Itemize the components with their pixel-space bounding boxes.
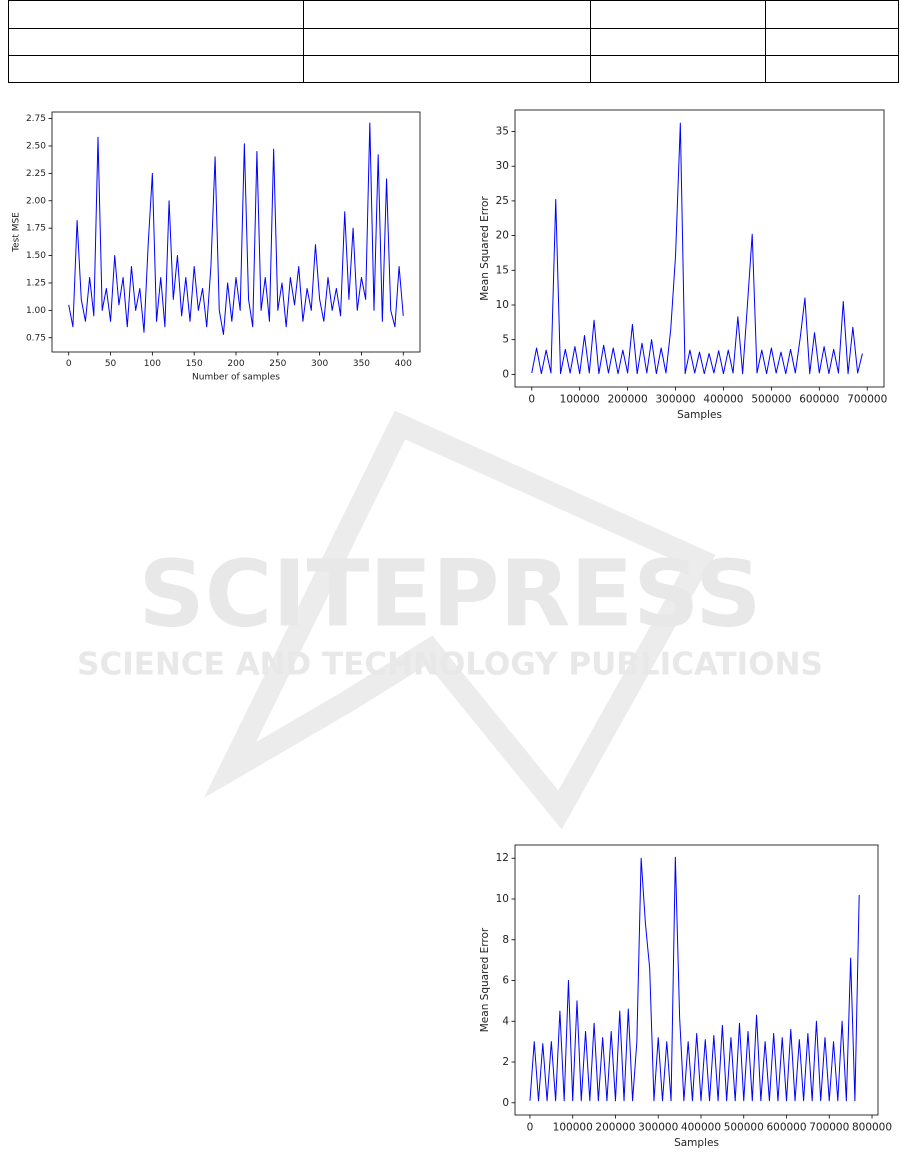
x-tick-label: 600000 [766,1121,806,1133]
x-tick-label: 700000 [809,1121,849,1133]
watermark-subtitle: SCIENCE AND TECHNOLOGY PUBLICATIONS [77,647,823,683]
y-tick-label: 12 [496,852,509,864]
x-axis-label: Number of samples [192,373,280,383]
plot-area [514,109,885,388]
y-tick-label: 2.75 [26,114,46,124]
y-tick-label: 4 [502,1015,509,1027]
y-tick-label: 20 [496,230,509,242]
data-line [529,856,860,1102]
watermark-title: SCITEPRESS [138,540,761,647]
y-tick-label: 6 [502,975,509,987]
y-tick-label: 1.75 [26,224,46,234]
watermark-logo [203,410,716,830]
x-tick-label: 0 [66,359,72,369]
y-axis-label: Mean Squared Error [479,927,491,1032]
x-tick-label: 400000 [703,393,743,405]
y-tick-label: 25 [496,195,509,207]
y-tick-label: 2.25 [26,169,46,179]
x-tick-label: 50 [105,359,117,369]
y-tick-label: 2.50 [26,141,46,151]
x-tick-label: 0 [527,1121,534,1133]
y-tick-label: 1.25 [26,278,46,288]
plot-area [51,111,421,353]
x-axis-label: Samples [677,409,722,421]
data-line [68,122,404,335]
x-tick-label: 200000 [608,393,648,405]
x-tick-label: 300000 [638,1121,678,1133]
plot-area [514,844,879,1116]
table-border [8,0,899,83]
y-tick-label: 0.75 [26,333,46,343]
x-tick-label: 300 [311,359,328,369]
x-tick-label: 500000 [724,1121,764,1133]
chart: 0 50 100 150 200 250 300 350 400 0.75 1.00 1.25 1.50… [12,111,421,383]
y-axis-label: Mean Squared Error [479,196,491,301]
y-tick-label: 35 [496,126,509,138]
y-axis-label: Test MSE [12,212,22,253]
y-tick-label: 10 [496,299,509,311]
x-tick-label: 150 [186,359,203,369]
x-tick-label: 500000 [751,393,791,405]
watermark: SCITEPRESS SCIENCE AND TECHNOLOGY PUBLIC… [77,410,823,830]
x-tick-label: 800000 [852,1121,892,1133]
x-tick-label: 100000 [560,393,600,405]
x-tick-label: 100000 [553,1121,593,1133]
x-tick-label: 600000 [799,393,839,405]
y-tick-label: 0 [502,368,509,380]
y-tick-label: 1.00 [26,306,46,316]
x-tick-label: 0 [528,393,535,405]
x-tick-label: 350 [353,359,370,369]
y-tick-label: 8 [502,934,509,946]
y-tick-label: 2 [502,1056,509,1068]
x-tick-label: 200000 [595,1121,635,1133]
chart: 0 100000 200000 300000 400000 500000 600000 700… [479,109,887,421]
y-tick-label: 0 [502,1097,509,1109]
x-tick-label: 200 [227,359,244,369]
x-axis-label: Samples [674,1137,719,1149]
y-tick-label: 10 [496,893,509,905]
y-tick-label: 30 [496,160,509,172]
x-tick-label: 700000 [847,393,887,405]
chart: 0 100000 200000 300000 400000 500000 600000 700… [479,844,892,1149]
data-line [531,122,863,375]
y-tick-label: 15 [496,264,509,276]
table [8,0,899,83]
x-tick-label: 300000 [655,393,695,405]
y-tick-label: 1.50 [26,251,46,261]
x-tick-label: 400000 [681,1121,721,1133]
y-tick-label: 2.00 [26,196,46,206]
x-tick-label: 400 [395,359,412,369]
x-tick-label: 100 [144,359,161,369]
x-tick-label: 250 [269,359,286,369]
y-tick-label: 5 [502,334,509,346]
